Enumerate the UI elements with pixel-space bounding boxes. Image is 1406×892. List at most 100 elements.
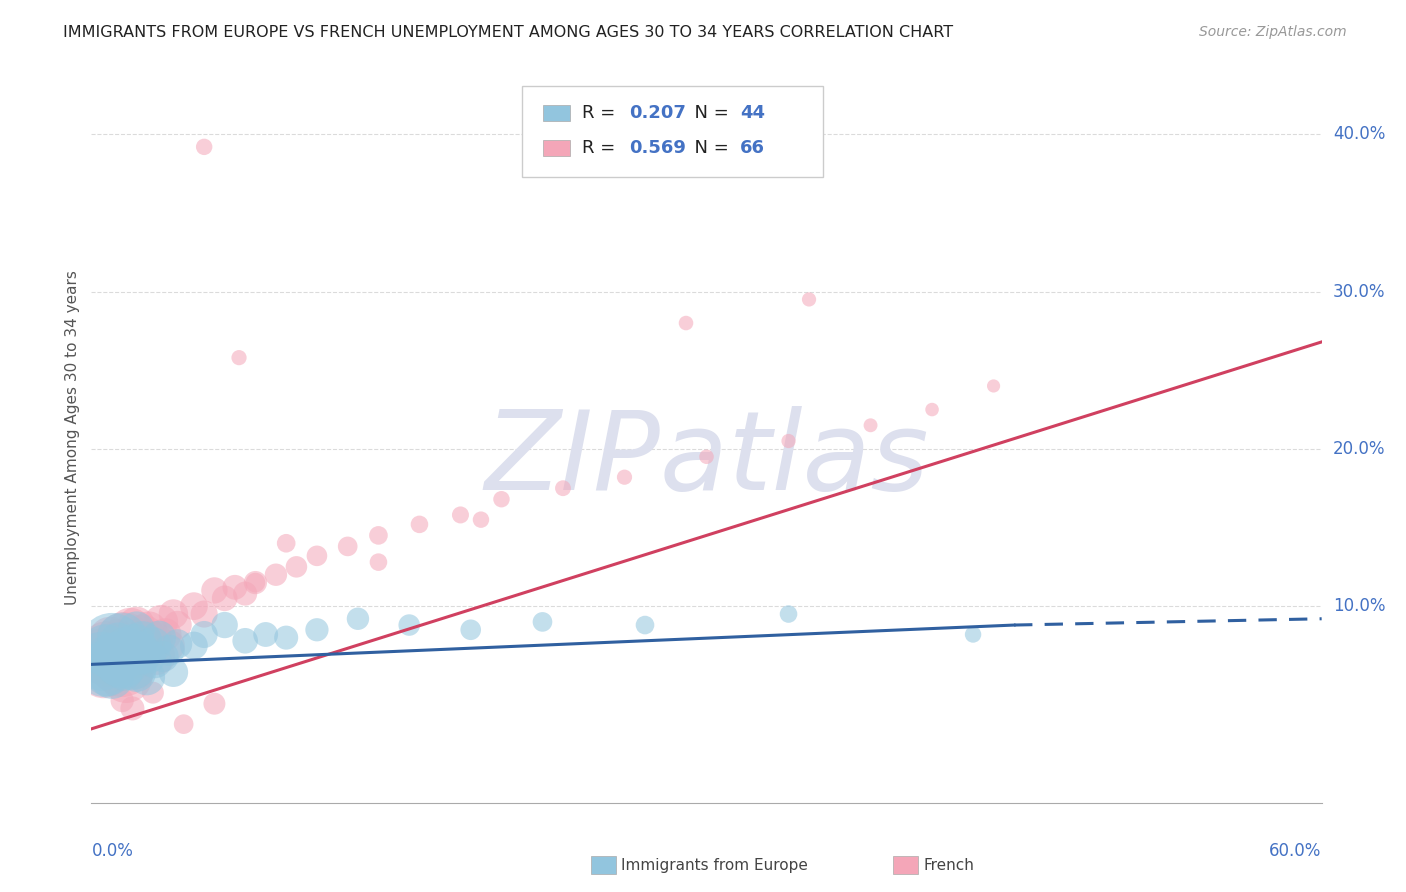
Point bbox=[962, 627, 984, 641]
Point bbox=[105, 654, 127, 668]
Point bbox=[112, 665, 135, 680]
Point bbox=[121, 701, 143, 715]
Point bbox=[460, 623, 482, 637]
Point bbox=[183, 639, 205, 653]
Point bbox=[398, 618, 420, 632]
Point bbox=[146, 649, 169, 664]
Point bbox=[921, 402, 943, 417]
Point bbox=[111, 659, 134, 673]
Point bbox=[152, 649, 174, 664]
Point bbox=[233, 633, 256, 648]
Point bbox=[101, 639, 124, 653]
Point bbox=[233, 586, 256, 600]
Point bbox=[124, 662, 146, 676]
Point bbox=[347, 612, 370, 626]
Point bbox=[449, 508, 471, 522]
Point bbox=[264, 567, 287, 582]
Point bbox=[105, 659, 127, 673]
Point bbox=[254, 627, 277, 641]
Point bbox=[778, 607, 800, 621]
Text: 60.0%: 60.0% bbox=[1270, 842, 1322, 860]
Point bbox=[193, 607, 215, 621]
Point bbox=[305, 549, 328, 563]
Text: N =: N = bbox=[683, 104, 735, 122]
Point bbox=[121, 659, 143, 673]
Point bbox=[778, 434, 800, 448]
Point bbox=[138, 623, 160, 637]
Point bbox=[120, 623, 142, 637]
Point bbox=[93, 665, 115, 680]
Bar bbox=[543, 105, 569, 121]
Text: ZIPatlas: ZIPatlas bbox=[484, 406, 929, 513]
Point bbox=[173, 717, 195, 731]
Text: 10.0%: 10.0% bbox=[1333, 597, 1385, 615]
Point bbox=[142, 686, 165, 700]
Point bbox=[634, 618, 657, 632]
Text: R =: R = bbox=[582, 139, 621, 157]
Text: 0.207: 0.207 bbox=[628, 104, 686, 122]
Text: Source: ZipAtlas.com: Source: ZipAtlas.com bbox=[1199, 25, 1347, 39]
Y-axis label: Unemployment Among Ages 30 to 34 years: Unemployment Among Ages 30 to 34 years bbox=[65, 269, 80, 605]
Text: French: French bbox=[924, 858, 974, 872]
Point bbox=[142, 639, 165, 653]
Point bbox=[98, 649, 121, 664]
Point bbox=[142, 633, 165, 648]
Point bbox=[94, 639, 117, 653]
Point bbox=[166, 618, 188, 632]
Point bbox=[129, 646, 152, 660]
Point bbox=[101, 665, 124, 680]
Point bbox=[285, 559, 308, 574]
Point bbox=[129, 654, 152, 668]
Point bbox=[111, 693, 134, 707]
Point bbox=[107, 627, 129, 641]
Point bbox=[245, 575, 267, 590]
Point bbox=[108, 646, 131, 660]
Point bbox=[131, 670, 153, 684]
Point bbox=[98, 631, 121, 645]
Point bbox=[128, 646, 150, 660]
Point bbox=[675, 316, 697, 330]
Point bbox=[138, 649, 160, 664]
Point bbox=[112, 633, 135, 648]
Text: Immigrants from Europe: Immigrants from Europe bbox=[621, 858, 808, 872]
Point bbox=[336, 540, 359, 554]
Point bbox=[157, 643, 180, 657]
Point bbox=[115, 643, 138, 657]
Point bbox=[125, 618, 148, 632]
Point bbox=[193, 140, 215, 154]
Point bbox=[103, 646, 125, 660]
Point bbox=[193, 627, 215, 641]
Point bbox=[93, 662, 115, 676]
Point bbox=[101, 670, 124, 684]
Point bbox=[135, 670, 157, 684]
Point bbox=[470, 513, 492, 527]
Point bbox=[131, 633, 153, 648]
Point bbox=[111, 631, 134, 645]
Text: R =: R = bbox=[582, 104, 621, 122]
Point bbox=[150, 615, 173, 629]
Point bbox=[94, 643, 117, 657]
Point bbox=[224, 580, 246, 594]
Text: 44: 44 bbox=[740, 104, 765, 122]
Point bbox=[97, 665, 120, 680]
Point bbox=[367, 528, 389, 542]
Point bbox=[125, 623, 148, 637]
Point bbox=[797, 293, 820, 307]
Point bbox=[367, 555, 389, 569]
Text: 0.0%: 0.0% bbox=[91, 842, 134, 860]
Point bbox=[551, 481, 574, 495]
Text: 20.0%: 20.0% bbox=[1333, 440, 1385, 458]
FancyBboxPatch shape bbox=[522, 86, 824, 178]
Point bbox=[202, 697, 225, 711]
Point bbox=[134, 643, 156, 657]
Text: 30.0%: 30.0% bbox=[1333, 283, 1385, 301]
Point bbox=[157, 639, 180, 653]
Point bbox=[166, 637, 188, 651]
Point bbox=[162, 607, 184, 621]
Text: 40.0%: 40.0% bbox=[1333, 125, 1385, 144]
Point bbox=[153, 627, 177, 641]
Point bbox=[983, 379, 1005, 393]
Point bbox=[111, 654, 134, 668]
Point bbox=[408, 517, 430, 532]
Point bbox=[125, 665, 148, 680]
